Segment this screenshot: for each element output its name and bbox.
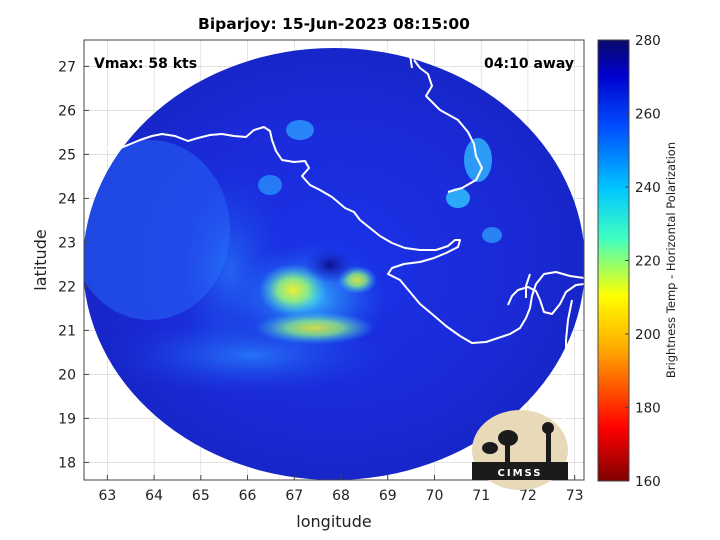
southern-band-core [255, 312, 375, 344]
y-tick-label: 19 [58, 411, 76, 427]
colorbar-tick-label: 160 [635, 474, 661, 490]
y-axis-ticks: 27 26 25 24 23 22 21 20 19 18 [58, 59, 89, 471]
x-tick-label: 67 [285, 488, 303, 504]
vmax-label: Vmax: 58 kts [94, 56, 197, 72]
coastline [84, 40, 584, 480]
storm-eye [304, 247, 356, 283]
logo-tower-top [542, 422, 554, 434]
convection-kutch [286, 120, 314, 140]
colorbar-ticks: 280 260 240 220 200 180 160 [625, 33, 661, 490]
indus-border [413, 59, 483, 193]
x-tick-label: 65 [192, 488, 210, 504]
y-tick-label: 20 [58, 367, 76, 383]
y-tick-label: 26 [58, 103, 76, 119]
x-tick-label: 63 [98, 488, 116, 504]
colorbar-tick-label: 220 [635, 254, 661, 270]
logo-text: CIMSS [498, 468, 543, 479]
colorbar-label: Brightness Temp - Horizontal Polarizatio… [664, 142, 678, 378]
colorbar-gradient [597, 39, 630, 482]
y-tick-label: 22 [58, 279, 76, 295]
convection-rajasthan-b [446, 188, 470, 208]
y-tick-label: 24 [58, 191, 76, 207]
y-tick-label: 25 [58, 147, 76, 163]
chart-title: Biparjoy: 15-Jun-2023 08:15:00 [198, 15, 470, 33]
gulf-of-khambhat [507, 283, 584, 315]
colorbar-tick-label: 180 [635, 401, 661, 417]
x-tick-label: 71 [472, 488, 490, 504]
colorbar-tick-label: 200 [635, 327, 661, 343]
x-tick-label: 72 [519, 488, 537, 504]
x-tick-label: 70 [426, 488, 444, 504]
y-tick-label: 27 [58, 59, 76, 75]
eyewall-west [259, 264, 327, 316]
plot-area [84, 40, 584, 480]
y-tick-label: 18 [58, 455, 76, 471]
x-axis-ticks: 63 64 65 66 67 68 69 70 71 72 73 [98, 475, 584, 504]
kathiawar-border [525, 273, 531, 298]
colorbar: 280 260 240 220 200 180 160 Brightness Temp - … [597, 33, 678, 490]
time-away-label: 04:10 away [484, 56, 574, 72]
brightness-temp-swath [84, 48, 584, 480]
x-tick-label: 64 [145, 488, 163, 504]
logo-dish-stand [505, 443, 510, 463]
cimss-logo: CIMSS [472, 410, 568, 490]
logo-dish [498, 430, 518, 446]
logo-dish-2 [482, 442, 498, 454]
x-tick-label: 69 [379, 488, 397, 504]
convection-gujarat [482, 227, 502, 243]
colorbar-tick-label: 260 [635, 107, 661, 123]
y-tick-label: 23 [58, 235, 76, 251]
colorbar-tick-label: 280 [635, 33, 661, 49]
x-tick-label: 66 [239, 488, 257, 504]
y-tick-label: 21 [58, 323, 76, 339]
cloud-features [84, 120, 502, 395]
y-axis-label: latitude [31, 229, 50, 290]
pakistan-north-border [409, 40, 416, 69]
axes-frame [83, 39, 585, 481]
logo-tower [546, 430, 551, 464]
convection-sindh [258, 175, 282, 195]
pakistan-india-coast [84, 126, 584, 344]
colorbar-tick-label: 240 [635, 180, 661, 196]
x-tick-label: 73 [566, 488, 584, 504]
x-axis-label: longitude [296, 512, 371, 531]
x-tick-label: 68 [332, 488, 350, 504]
logo-building [472, 462, 568, 480]
